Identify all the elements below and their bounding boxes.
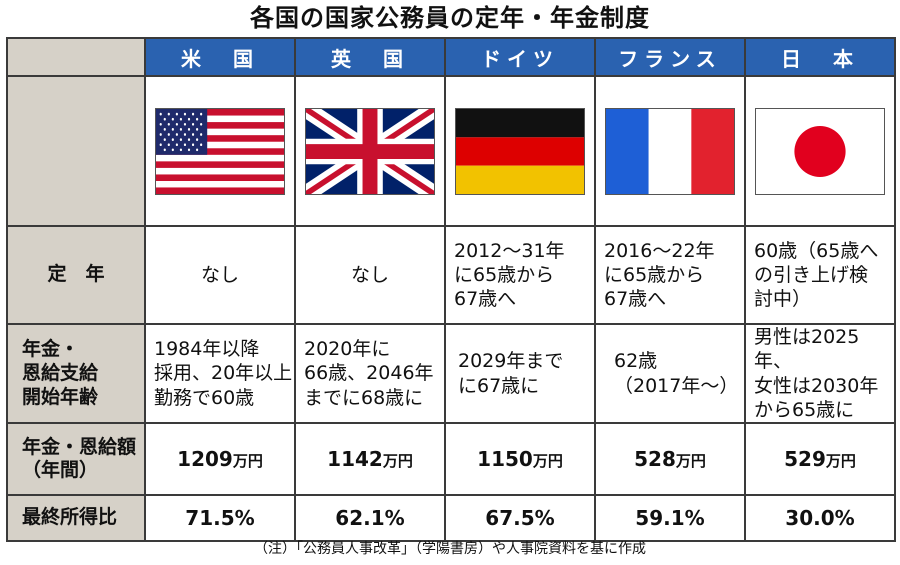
germany-flag-icon — [455, 107, 585, 195]
pension-amount-value: 1150 — [477, 447, 533, 472]
country-header-germany: ドイツ — [444, 37, 596, 77]
pension-age-uk: 2020年に 66歳、2046年 までに68歳に — [294, 322, 446, 425]
replacement-ratio-germany: 67.5% — [444, 494, 596, 543]
retirement-us: なし — [144, 225, 296, 325]
pension-amount-label: 年金・恩給額 （年間） — [6, 422, 146, 497]
country-header-japan: 日 本 — [744, 37, 896, 77]
flag-row-label — [6, 75, 146, 227]
pension-age-france: 62歳 （2017年～） — [594, 322, 746, 425]
replacement-ratio-label: 最終所得比 — [6, 494, 146, 543]
comparison-table: 米 国 英 国 ドイツ フランス 日 本 — [6, 37, 896, 543]
retirement-row: 定 年 なし なし 2012～31年 に65歳から 67歳へ 2016～22年 … — [6, 225, 896, 325]
pension-amount-unit: 万円 — [532, 452, 563, 471]
uk-flag-icon — [305, 107, 435, 195]
retirement-japan: 60歳（65歳へ の引き上げ検 討中） — [744, 225, 896, 325]
retirement-france: 2016～22年 に65歳から 67歳へ — [594, 225, 746, 325]
pension-amount-us: 1209万円 — [144, 422, 296, 497]
france-flag-icon — [605, 107, 735, 195]
flag-cell-japan — [744, 75, 896, 227]
country-header-us: 米 国 — [144, 37, 296, 77]
retirement-uk: なし — [294, 225, 446, 325]
country-header-france: フランス — [594, 37, 746, 77]
pension-amount-japan: 529万円 — [744, 422, 896, 497]
flag-cell-uk — [294, 75, 446, 227]
corner-cell — [6, 37, 146, 77]
pension-amount-value: 529 — [784, 447, 826, 472]
country-header-uk: 英 国 — [294, 37, 446, 77]
pension-amount-value: 1142 — [327, 447, 383, 472]
replacement-ratio-uk: 62.1% — [294, 494, 446, 543]
pension-amount-france: 528万円 — [594, 422, 746, 497]
replacement-ratio-us: 71.5% — [144, 494, 296, 543]
us-flag-icon — [155, 107, 285, 195]
replacement-ratio-france: 59.1% — [594, 494, 746, 543]
japan-flag-icon — [755, 107, 885, 195]
pension-age-row: 年金・ 恩給支給 開始年齢 1984年以降 採用、20年以上 勤務で60歳 20… — [6, 322, 896, 425]
flag-cell-us — [144, 75, 296, 227]
pension-amount-uk: 1142万円 — [294, 422, 446, 497]
pension-amount-germany: 1150万円 — [444, 422, 596, 497]
pension-amount-unit: 万円 — [675, 452, 706, 471]
pension-age-germany: 2029年まで に67歳に — [444, 322, 596, 425]
flag-row — [6, 75, 896, 227]
replacement-ratio-japan: 30.0% — [744, 494, 896, 543]
retirement-label: 定 年 — [6, 225, 146, 325]
replacement-ratio-row: 最終所得比 71.5% 62.1% 67.5% 59.1% 30.0% — [6, 494, 896, 543]
flag-cell-germany — [444, 75, 596, 227]
pension-age-japan: 男性は2025年、 女性は2030年 から65歳に — [744, 322, 896, 425]
pension-amount-unit: 万円 — [232, 452, 263, 471]
retirement-germany: 2012～31年 に65歳から 67歳へ — [444, 225, 596, 325]
flag-cell-france — [594, 75, 746, 227]
pension-age-label: 年金・ 恩給支給 開始年齢 — [6, 322, 146, 425]
pension-amount-unit: 万円 — [382, 452, 413, 471]
pension-amount-value: 1209 — [177, 447, 233, 472]
source-note: （注）「公務員人事改革」（学陽書房）や人事院資料を基に作成 — [254, 541, 646, 557]
pension-age-us: 1984年以降 採用、20年以上 勤務で60歳 — [144, 322, 296, 425]
pension-amount-row: 年金・恩給額 （年間） 1209万円 1142万円 1150万円 528万円 5… — [6, 422, 896, 497]
page-title: 各国の国家公務員の定年・年金制度 — [250, 4, 650, 32]
pension-amount-unit: 万円 — [825, 452, 856, 471]
header-row: 米 国 英 国 ドイツ フランス 日 本 — [6, 37, 896, 77]
pension-amount-value: 528 — [634, 447, 676, 472]
